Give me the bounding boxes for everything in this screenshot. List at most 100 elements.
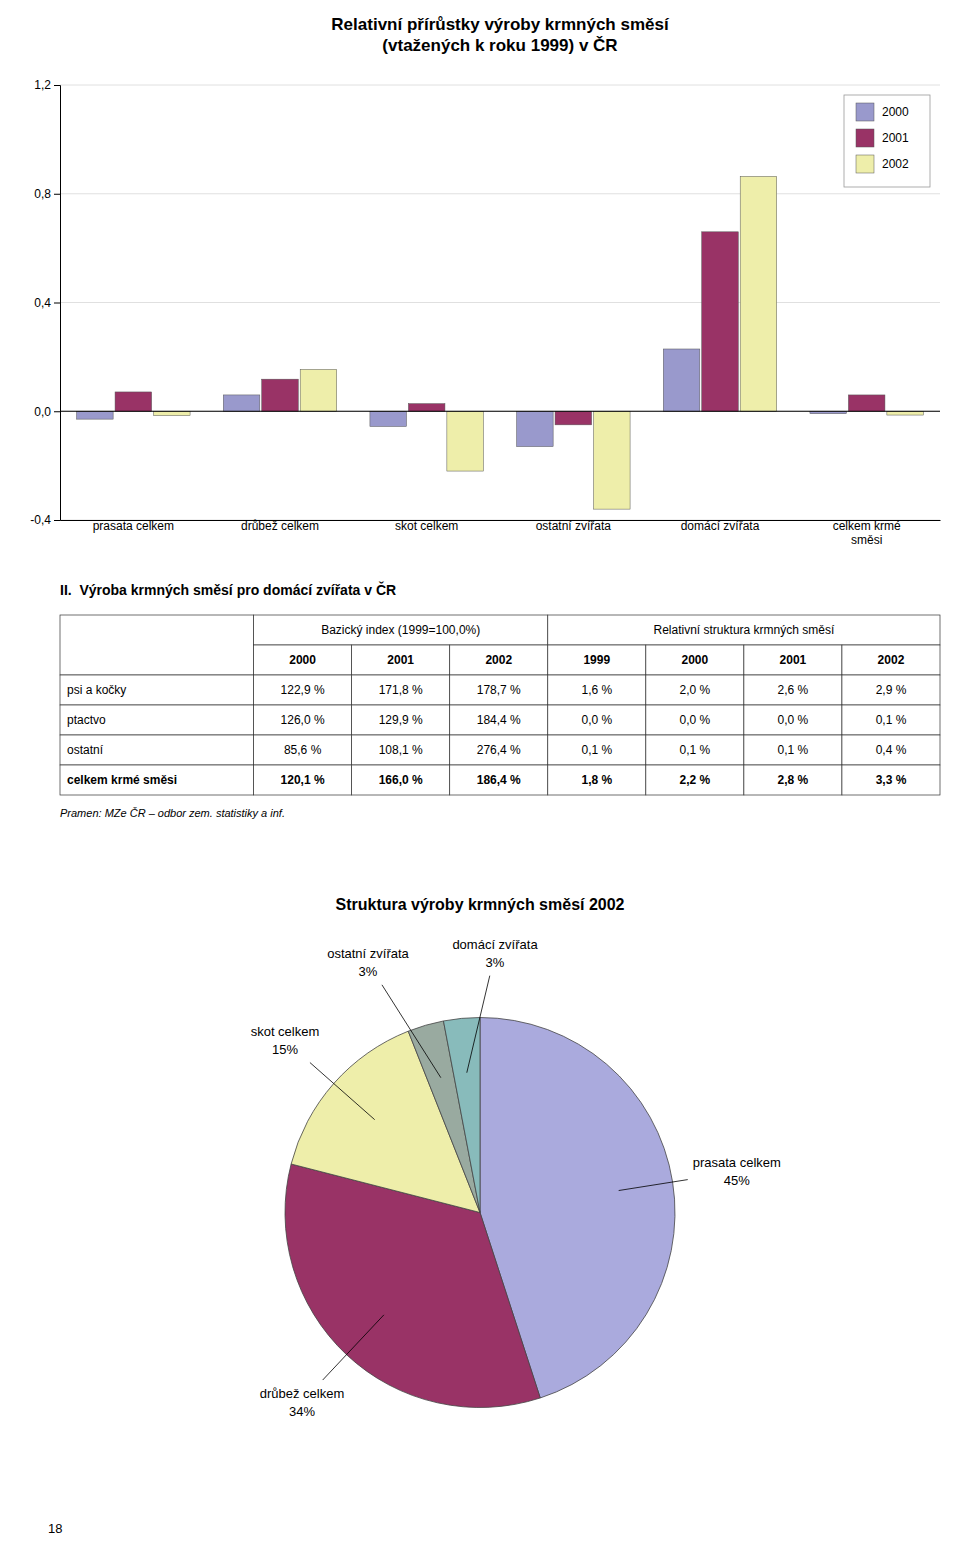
tick: 1,2	[34, 78, 60, 92]
page: Relativní přírůstky výroby krmných směsí…	[0, 0, 960, 1547]
data-label: 45%	[724, 1173, 750, 1188]
bars	[77, 176, 924, 509]
axis-domain	[54, 86, 61, 521]
bar	[848, 395, 885, 411]
table-row-header: ostatní	[67, 743, 104, 757]
tick-label: drůbež celkem	[241, 519, 319, 533]
tick-label: 0,0	[34, 405, 51, 419]
tick-label: -0,4	[30, 513, 51, 527]
tick-label: 0,8	[34, 187, 51, 201]
bar	[447, 411, 484, 471]
tick-label: 1,2	[34, 78, 51, 92]
tspan: Relativní přírůstky výroby krmných směsí	[331, 15, 670, 34]
table: II. Výroba krmných směsí pro domácí zvíř…	[60, 581, 940, 819]
table-cell-text: 2,9 %	[876, 683, 907, 697]
table-column-header: 2002	[878, 653, 905, 667]
table-cell	[744, 765, 842, 795]
table-cell	[646, 645, 744, 675]
pie-labels: prasata celkem45%drůbež celkem34%skot ce…	[251, 937, 781, 1418]
table-cell-text: 178,7 %	[477, 683, 521, 697]
table-cell	[254, 765, 352, 795]
zero-line	[60, 411, 940, 412]
data-label: domácí zvířata	[452, 937, 538, 952]
table-cell	[646, 765, 744, 795]
bar	[740, 176, 777, 411]
table-cell	[548, 705, 646, 735]
grid-line	[60, 302, 940, 303]
legend-item: 2001	[856, 129, 909, 147]
table-cell-text: 276,4 %	[477, 743, 521, 757]
table-cell	[352, 705, 450, 735]
table-cell-text: 126,0 %	[281, 713, 325, 727]
legend-swatch	[856, 155, 874, 173]
table-cell-text: 0,0 %	[778, 713, 809, 727]
bar	[77, 411, 114, 419]
tick: 0,0	[34, 405, 60, 419]
pie: prasata celkem45%drůbež celkem34%skot ce…	[251, 937, 781, 1418]
bar	[702, 232, 739, 411]
table-column-header: 2000	[289, 653, 316, 667]
pie-slice	[285, 1164, 540, 1407]
table-column-header: 2002	[485, 653, 512, 667]
legend-swatch	[856, 103, 874, 121]
legend-label: 2002	[882, 157, 909, 171]
leader-line	[467, 976, 490, 1073]
table-cell	[646, 675, 744, 705]
tspan: ostatní zvířata	[536, 519, 612, 533]
table-cell-text: 129,9 %	[379, 713, 423, 727]
bar	[887, 411, 924, 415]
tick: domácí zvířata	[681, 519, 760, 533]
data-label: 3%	[486, 955, 505, 970]
table-title: II. Výroba krmných směsí pro domácí zvíř…	[60, 581, 396, 598]
tspan: skot celkem	[395, 519, 458, 533]
grid-line	[60, 85, 940, 86]
grid-line	[60, 520, 940, 521]
table-cell	[548, 735, 646, 765]
legend-label: 2000	[882, 105, 909, 119]
leader-line	[323, 1315, 384, 1380]
tick-label: 0,4	[34, 296, 51, 310]
table-row-header: ptactvo	[67, 713, 106, 727]
table-cell-text: 3,3 %	[876, 773, 907, 787]
table-cell-text: 184,4 %	[477, 713, 521, 727]
table-cell	[352, 735, 450, 765]
table-cell-text: 120,1 %	[281, 773, 325, 787]
pie-chart: Struktura výroby krmných směsí 2002prasa…	[251, 896, 781, 1419]
tick-mark	[54, 194, 60, 195]
table-cell-text: 0,1 %	[680, 743, 711, 757]
chart-title: Relativní přírůstky výroby krmných směsí…	[331, 15, 670, 55]
table-cell	[352, 765, 450, 795]
table-column-header: 2000	[682, 653, 709, 667]
tspan: drůbež celkem	[241, 519, 319, 533]
table-cell-text: 166,0 %	[379, 773, 423, 787]
tspan: směsi	[851, 533, 882, 547]
table-cell	[548, 645, 646, 675]
tick: ostatní zvířata	[536, 519, 612, 533]
tick: drůbež celkem	[241, 519, 319, 533]
table-cell	[352, 645, 450, 675]
leader-line	[382, 985, 441, 1078]
legend-item: 2002	[856, 155, 909, 173]
table-cell-text: 0,0 %	[680, 713, 711, 727]
legend-frame	[844, 95, 930, 187]
table-cell	[450, 705, 548, 735]
table-cell-text: 171,8 %	[379, 683, 423, 697]
table-row-header: celkem krmé směsi	[67, 773, 177, 787]
tick: -0,4	[30, 513, 60, 527]
table-cell-text: 0,1 %	[581, 743, 612, 757]
data-label: 34%	[289, 1404, 315, 1419]
table-cell	[60, 765, 254, 795]
page-number: 18	[48, 1521, 62, 1536]
tick-mark	[54, 411, 60, 412]
x-axis: prasata celkemdrůbež celkemskot celkemos…	[61, 519, 941, 547]
tick: 0,4	[34, 296, 60, 310]
table-cell-text: 0,1 %	[876, 713, 907, 727]
table-column-header: 2001	[780, 653, 807, 667]
bar	[262, 379, 299, 411]
grid-line	[60, 411, 940, 412]
table-cell-text: 122,9 %	[281, 683, 325, 697]
tspan: celkem krmé	[833, 519, 901, 533]
table-source: Pramen: MZe ČR – odbor zem. statistiky a…	[60, 807, 285, 819]
table-cell-text: 2,0 %	[680, 683, 711, 697]
bar	[594, 411, 631, 509]
